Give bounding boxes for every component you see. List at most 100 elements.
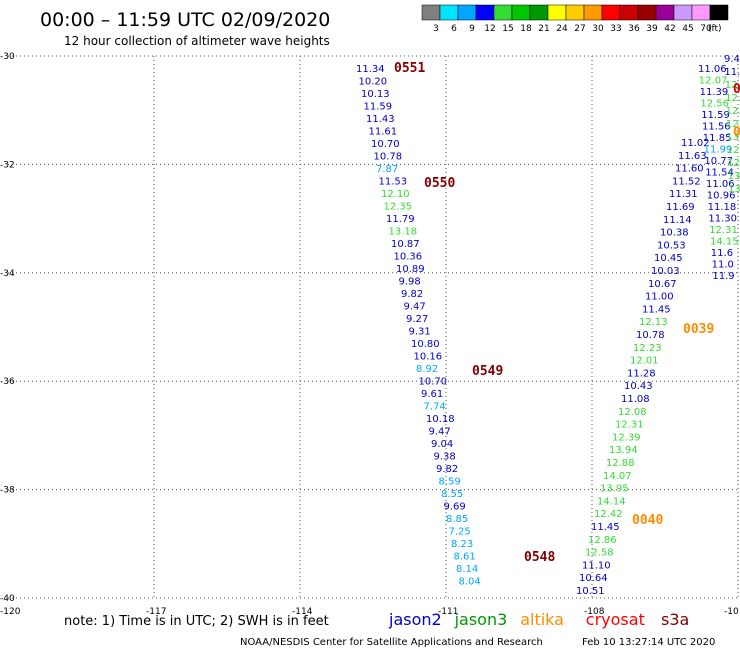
chart-subtitle: 12 hour collection of altimeter wave hei… [64, 34, 330, 48]
swh-value: 12.10 [381, 189, 410, 200]
swh-value: 11.52 [672, 176, 701, 187]
swh-value: 10.87 [391, 239, 420, 250]
swh-value: 11.0 [712, 260, 734, 271]
pass-time-label: 0548 [524, 550, 555, 565]
swh-value: 9.82 [436, 464, 458, 475]
pass-time-labels: 0551 0550 0549 0548 0039 0040 0 0 [394, 61, 740, 565]
pass-time-label: 0551 [394, 61, 425, 76]
swh-value: 9.61 [421, 389, 443, 400]
swh-value: 12.01 [630, 356, 659, 367]
x-tick-label: -10 [724, 607, 739, 617]
x-tick-label: -111 [438, 607, 458, 617]
swh-value: 8.59 [439, 477, 461, 488]
swh-value: 9.27 [406, 314, 428, 325]
colorbar-tick-label: 36 [628, 24, 640, 34]
colorbar-swatch [511, 4, 531, 21]
swh-value: 12.07 [699, 76, 728, 87]
y-tick-label: -34 [0, 269, 15, 279]
colorbar-tick-label: 6 [451, 24, 457, 34]
swh-value: 11.18 [708, 202, 737, 213]
colorbar-legend: 3 6 9 12 15 18 21 24 27 30 33 36 39 42 45 70 [421, 4, 729, 34]
swh-value: 12.88 [606, 458, 635, 469]
swh-value: 8.23 [451, 539, 473, 550]
swh-value: 10.36 [394, 252, 423, 263]
swh-value: 10.64 [579, 573, 608, 584]
swh-value: 11.69 [666, 202, 695, 213]
satellite-legend: jason2 jason3 altika cryosat s3a [388, 610, 689, 629]
swh-value: 7.74 [424, 402, 446, 413]
swh-value: 11.60 [675, 164, 704, 175]
swh-value: 12.5 [725, 80, 740, 91]
swh-value: 13.95 [600, 484, 629, 495]
axis-ticks: -120 -117 -114 -111 -108 -10 -30 -32 -34 -36 -38 -4… [0, 52, 739, 617]
swh-value: 11.43 [366, 114, 395, 125]
swh-value: 10.70 [419, 377, 448, 388]
swh-value: 10.20 [359, 77, 388, 88]
swh-value: 10.51 [576, 586, 605, 597]
swh-value: 12.13 [639, 317, 668, 328]
swh-value: 11.56 [702, 122, 731, 133]
colorbar-swatch [655, 4, 675, 21]
chart-title: 00:00 – 11:59 UTC 02/09/2020 [40, 9, 330, 31]
swh-value: 11.54 [705, 168, 734, 179]
colorbar-tick-label: 70 [700, 24, 712, 34]
swh-value: 11.79 [386, 214, 415, 225]
colorbar-tick-label: 27 [574, 24, 585, 34]
swh-value: 11.45 [642, 304, 671, 315]
colorbar-tick-label: 18 [520, 24, 532, 34]
swh-value: 9.04 [431, 439, 453, 450]
colorbar-tick-label: 21 [538, 24, 549, 34]
swh-value: 10.13 [361, 89, 390, 100]
swh-value: 10.78 [636, 330, 665, 341]
swh-value: 12.31 [615, 420, 644, 431]
x-tick-label: -114 [292, 607, 313, 617]
swh-value: 11.99 [704, 145, 733, 156]
swh-value: 9.38 [434, 452, 456, 463]
swh-value: 10.53 [657, 240, 686, 251]
x-tick-label: -117 [146, 607, 166, 617]
swh-value: 12.39 [612, 432, 641, 443]
swh-value: 11.39 [700, 87, 729, 98]
swh-value: 14.15 [710, 237, 739, 248]
pass-time-label: 0550 [424, 176, 455, 191]
swh-value: 9.69 [444, 502, 466, 513]
footer-credit: NOAA/NESDIS Center for Satellite Applica… [240, 637, 543, 648]
swh-value: 7.25 [449, 527, 471, 538]
colorbar-swatch [565, 4, 585, 21]
swh-value: 7.87 [376, 164, 398, 175]
satellite-legend-item: cryosat [586, 610, 645, 629]
satellite-legend-item: jason2 [388, 610, 442, 629]
swh-value: 11.9 [712, 271, 734, 282]
colorbar-unit: (ft) [708, 24, 722, 34]
colorbar-swatch [619, 4, 639, 21]
swh-value: 12.4 [726, 119, 740, 130]
swh-value: 10.89 [396, 264, 425, 275]
swh-value: 8.14 [456, 564, 478, 575]
swh-value: 9.31 [409, 327, 431, 338]
swh-value: 13.94 [609, 445, 638, 456]
swh-value: 11.28 [627, 368, 656, 379]
swh-value: 12.8 [725, 93, 740, 104]
swh-value: 11.85 [703, 133, 732, 144]
swh-value: 8.61 [454, 552, 476, 563]
swh-value: 10.38 [660, 228, 689, 239]
colorbar-swatch [673, 4, 693, 21]
colorbar-swatch [421, 4, 441, 21]
swh-value: 10.45 [654, 253, 683, 264]
colorbar-tick-label: 39 [646, 24, 658, 34]
swh-value: 10.16 [414, 352, 443, 363]
colorbar-swatch [637, 4, 657, 21]
swh-value: 11.45 [591, 522, 620, 533]
swh-value: 13.18 [389, 227, 418, 238]
swh-value: 10.78 [374, 152, 403, 163]
swh-value: 13.1 [726, 132, 740, 143]
swh-value: 11.02 [681, 138, 710, 149]
y-tick-label: -36 [0, 377, 15, 387]
swh-value: 11.34 [356, 64, 385, 75]
swh-value: 11.06 [706, 179, 735, 190]
colorbar-tick-label: 30 [592, 24, 604, 34]
x-tick-label: -108 [584, 607, 605, 617]
swh-value: 14.14 [597, 496, 626, 507]
swh-value: 11.53 [379, 177, 408, 188]
